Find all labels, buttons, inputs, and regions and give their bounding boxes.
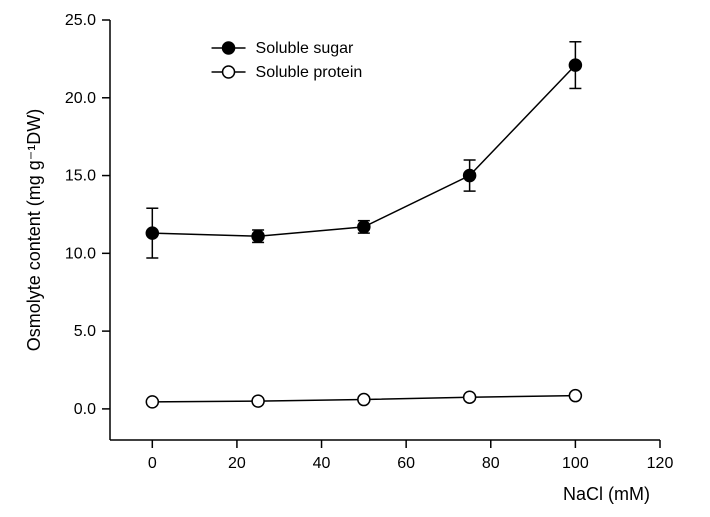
legend-marker-open-icon (223, 66, 235, 78)
marker-open-circle (358, 394, 370, 406)
series-line (152, 65, 575, 236)
y-tick-label: 10.0 (65, 245, 96, 262)
x-tick-label: 120 (647, 455, 674, 472)
legend-item: Soluble protein (212, 64, 363, 81)
y-tick-label: 25.0 (65, 12, 96, 29)
marker-filled-circle (464, 170, 476, 182)
x-tick-label: 20 (228, 455, 246, 472)
x-tick-label: 40 (313, 455, 331, 472)
legend-marker-filled-icon (223, 42, 235, 54)
y-tick-label: 0.0 (74, 401, 96, 418)
marker-open-circle (252, 395, 264, 407)
x-tick-label: 80 (482, 455, 500, 472)
y-tick-label: 15.0 (65, 168, 96, 185)
marker-open-circle (464, 391, 476, 403)
marker-filled-circle (358, 221, 370, 233)
marker-filled-circle (569, 59, 581, 71)
y-tick-label: 5.0 (74, 323, 96, 340)
marker-filled-circle (146, 227, 158, 239)
legend-label: Soluble sugar (256, 40, 355, 57)
y-tick-label: 20.0 (65, 90, 96, 107)
marker-filled-circle (252, 230, 264, 242)
marker-open-circle (146, 396, 158, 408)
x-tick-label: 0 (148, 455, 157, 472)
x-tick-label: 100 (562, 455, 589, 472)
legend-label: Soluble protein (256, 64, 363, 81)
x-axis-title: NaCl (mM) (563, 484, 650, 504)
y-axis-title: Osmolyte content (mg g⁻¹DW) (24, 109, 44, 352)
chart-container: 0 20 40 60 80 100 120 0.0 5.0 10.0 15.0 20.0 25.0 NaC… (0, 0, 710, 517)
x-tick-label: 60 (397, 455, 415, 472)
chart-svg: 0 20 40 60 80 100 120 0.0 5.0 10.0 15.0 20.0 25.0 NaC… (0, 0, 710, 517)
marker-open-circle (569, 390, 581, 402)
legend-item: Soluble sugar (212, 40, 355, 57)
